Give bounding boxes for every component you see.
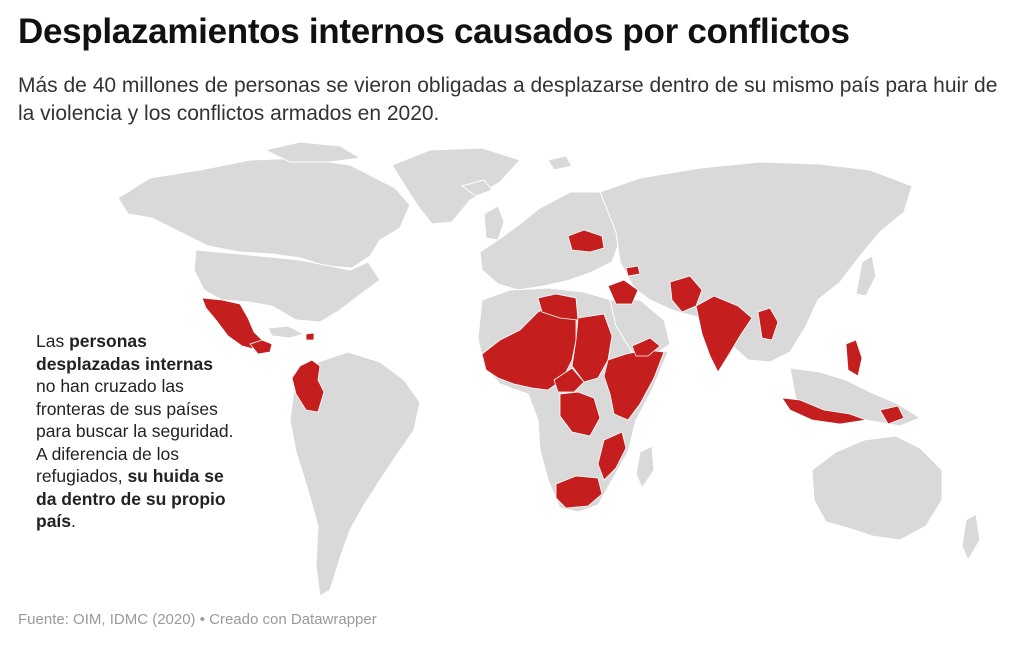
highlighted-countries: [201, 229, 905, 509]
country-png: [879, 405, 905, 425]
country-haiti: [305, 332, 315, 341]
land-south-america: [289, 351, 421, 597]
land-iceland: [460, 179, 493, 197]
country-central-america: [249, 339, 273, 355]
country-philippines: [845, 339, 863, 377]
country-ukraine: [567, 229, 605, 253]
land-europe: [479, 191, 621, 291]
land-japan: [855, 255, 877, 297]
country-myanmar: [757, 307, 779, 341]
country-azerbaijan: [625, 265, 641, 277]
country-sahel: [481, 303, 577, 391]
land-canada-alaska: [117, 157, 411, 269]
land-madagascar: [635, 445, 655, 490]
annotation-bold-1: personas desplazadas internas: [36, 331, 214, 374]
land-usa: [193, 249, 381, 323]
page-subtitle: Más de 40 millones de personas se vieron…: [18, 74, 998, 125]
page-title: Desplazamientos internos causados por co…: [18, 12, 850, 51]
country-car: [553, 367, 585, 393]
land-arctic-islands: [263, 141, 362, 163]
land-australia: [811, 435, 943, 541]
land-asia: [599, 161, 913, 363]
annotation-text-2: no han cruzado las fronteras de sus país…: [36, 376, 234, 486]
map-annotation: Las personas desplazadas internas no han…: [36, 330, 236, 533]
land-greenland: [391, 147, 521, 225]
country-syria-iraq: [607, 279, 639, 305]
annotation-bold-2: su huida se da dentro de su propio país: [36, 466, 226, 531]
country-indonesia: [781, 397, 868, 425]
source-credit: Fuente: OIM, IDMC (2020) • Creado con Da…: [18, 611, 377, 628]
annotation-text-3: .: [71, 511, 76, 531]
world-map: [117, 141, 981, 597]
land-caribbean: [267, 325, 306, 339]
country-sudan: [571, 313, 613, 383]
country-drc: [559, 391, 601, 437]
country-india: [695, 295, 753, 373]
country-horn-of-africa: [603, 349, 665, 421]
annotation-text-1: Las: [36, 331, 70, 351]
land-new-zealand: [961, 513, 981, 562]
country-south-africa: [555, 475, 603, 509]
country-colombia: [291, 359, 325, 413]
country-yemen: [631, 337, 661, 357]
country-mozambique: [597, 431, 627, 481]
land-uk: [483, 205, 505, 241]
land-svalbard: [547, 155, 573, 171]
